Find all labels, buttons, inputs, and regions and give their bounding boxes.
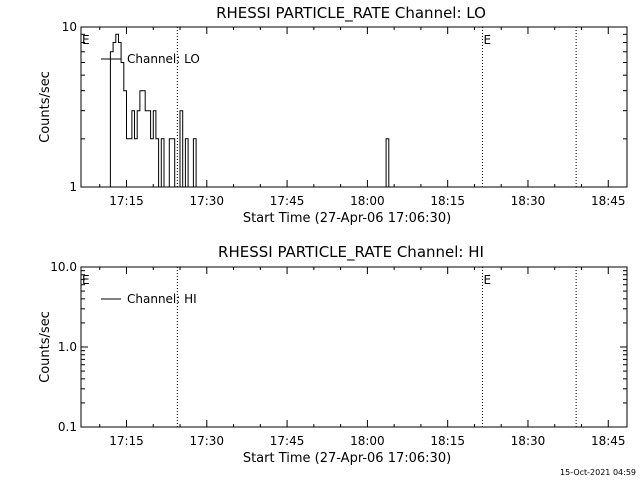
x-tick-label: 18:00 — [350, 434, 385, 448]
x-tick-label: 17:30 — [189, 194, 224, 208]
event-marker-label: E — [82, 273, 90, 287]
event-marker-label: E — [483, 33, 491, 47]
y-axis-label: Counts/sec — [38, 71, 53, 143]
x-tick-label: 18:00 — [350, 194, 385, 208]
plot-frame — [80, 26, 628, 188]
timestamp: 15-Oct-2021 04:59 — [560, 468, 636, 477]
y-tick-label: 1.0 — [58, 340, 77, 354]
legend-label: Channel: HI — [127, 292, 197, 306]
chart-panel-1: RHESSI PARTICLE_RATE Channel: LO 17:15 17:… — [38, 4, 628, 226]
y-tick-label: 10 — [62, 20, 77, 34]
x-tick-label: 18:45 — [591, 434, 626, 448]
y-tick-label: 10.0 — [50, 260, 77, 274]
x-axis-label: Start Time (27-Apr-06 17:06:30) — [243, 451, 451, 466]
chart-title: RHESSI PARTICLE_RATE Channel: HI — [218, 243, 484, 262]
x-tick-label: 18:15 — [430, 194, 465, 208]
plot-frame — [80, 266, 628, 428]
x-tick-label: 18:30 — [511, 194, 546, 208]
x-tick-label: 17:15 — [109, 194, 144, 208]
x-axis-label: Start Time (27-Apr-06 17:06:30) — [243, 211, 451, 226]
series-line — [107, 33, 392, 188]
y-axis-label: Counts/sec — [38, 311, 53, 383]
event-marker-label: E — [82, 33, 90, 47]
y-tick-label: 1 — [69, 180, 77, 194]
x-tick-label: 17:45 — [270, 194, 305, 208]
event-marker-label: E — [483, 273, 491, 287]
x-tick-label: 18:15 — [430, 434, 465, 448]
chart-panel-2: RHESSI PARTICLE_RATE Channel: HI 17:15 17:… — [38, 243, 628, 466]
x-tick-label: 17:15 — [109, 434, 144, 448]
legend-label: Channel: LO — [127, 52, 200, 66]
x-tick-label: 18:30 — [511, 434, 546, 448]
y-tick-label: 0.1 — [58, 420, 77, 434]
chart-title: RHESSI PARTICLE_RATE Channel: LO — [216, 4, 486, 23]
x-tick-label: 18:45 — [591, 194, 626, 208]
x-tick-label: 17:45 — [270, 434, 305, 448]
x-tick-label: 17:30 — [189, 434, 224, 448]
